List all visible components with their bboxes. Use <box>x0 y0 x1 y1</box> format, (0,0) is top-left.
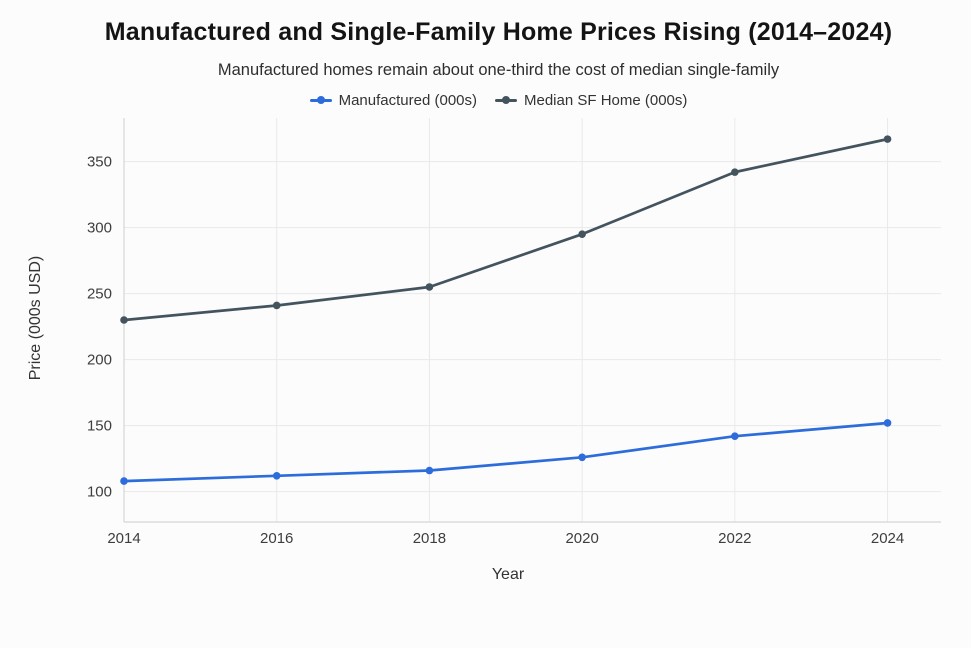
data-point-median-sf-home-000s-2016[interactable] <box>272 301 281 310</box>
legend-line-marker-icon <box>309 96 332 104</box>
legend: Manufactured (000s) Median SF Home (000s) <box>26 90 971 110</box>
data-point-median-sf-home-000s-2014[interactable] <box>120 316 128 324</box>
legend-dot-icon <box>316 96 325 104</box>
x-tick-label-2016: 2016 <box>260 530 293 547</box>
data-point-manufactured-000s-2024[interactable] <box>883 419 892 427</box>
x-axis-title: Year <box>491 566 525 583</box>
chart-title: Manufactured and Single-Family Home Pric… <box>104 18 893 46</box>
x-tick-label-2014: 2014 <box>107 530 140 547</box>
y-tick-label-250: 250 <box>87 286 112 303</box>
series-line-manufactured-000s <box>122 421 889 483</box>
chart-subtitle: Manufactured homes remain about one-thir… <box>217 61 780 79</box>
legend-item-median-sf-home-000s[interactable]: Median SF Home (000s) <box>495 92 687 109</box>
x-tick-label-2022: 2022 <box>718 530 751 547</box>
legend-item-label: Median SF Home (000s) <box>524 91 688 109</box>
legend-item-label: Manufactured (000s) <box>338 91 477 109</box>
y-tick-label-350: 350 <box>87 154 112 171</box>
data-point-manufactured-000s-2018[interactable] <box>425 466 434 475</box>
data-point-median-sf-home-000s-2020[interactable] <box>578 230 586 238</box>
data-point-manufactured-000s-2014[interactable] <box>120 477 128 485</box>
data-point-median-sf-home-000s-2024[interactable] <box>883 135 892 143</box>
data-point-manufactured-000s-2016[interactable] <box>272 471 281 480</box>
legend-item-manufactured-000s[interactable]: Manufactured (000s) <box>309 91 477 109</box>
data-point-median-sf-home-000s-2022[interactable] <box>731 168 739 176</box>
x-tick-label-2024: 2024 <box>871 530 904 547</box>
x-tick-label-2020: 2020 <box>565 530 598 547</box>
data-point-median-sf-home-000s-2018[interactable] <box>425 283 434 291</box>
y-tick-label-100: 100 <box>87 484 112 501</box>
data-point-manufactured-000s-2020[interactable] <box>578 453 586 462</box>
y-tick-label-150: 150 <box>87 418 112 435</box>
legend-line-marker-icon <box>495 96 517 104</box>
series-line-median-sf-home-000s <box>122 137 889 322</box>
data-point-manufactured-000s-2022[interactable] <box>731 432 739 440</box>
x-tick-label-2018: 2018 <box>413 530 446 547</box>
y-axis-title: Price (000s USD) <box>27 255 44 381</box>
y-tick-label-300: 300 <box>87 220 112 237</box>
y-tick-label-200: 200 <box>87 352 112 369</box>
legend-dot-icon <box>502 96 510 104</box>
